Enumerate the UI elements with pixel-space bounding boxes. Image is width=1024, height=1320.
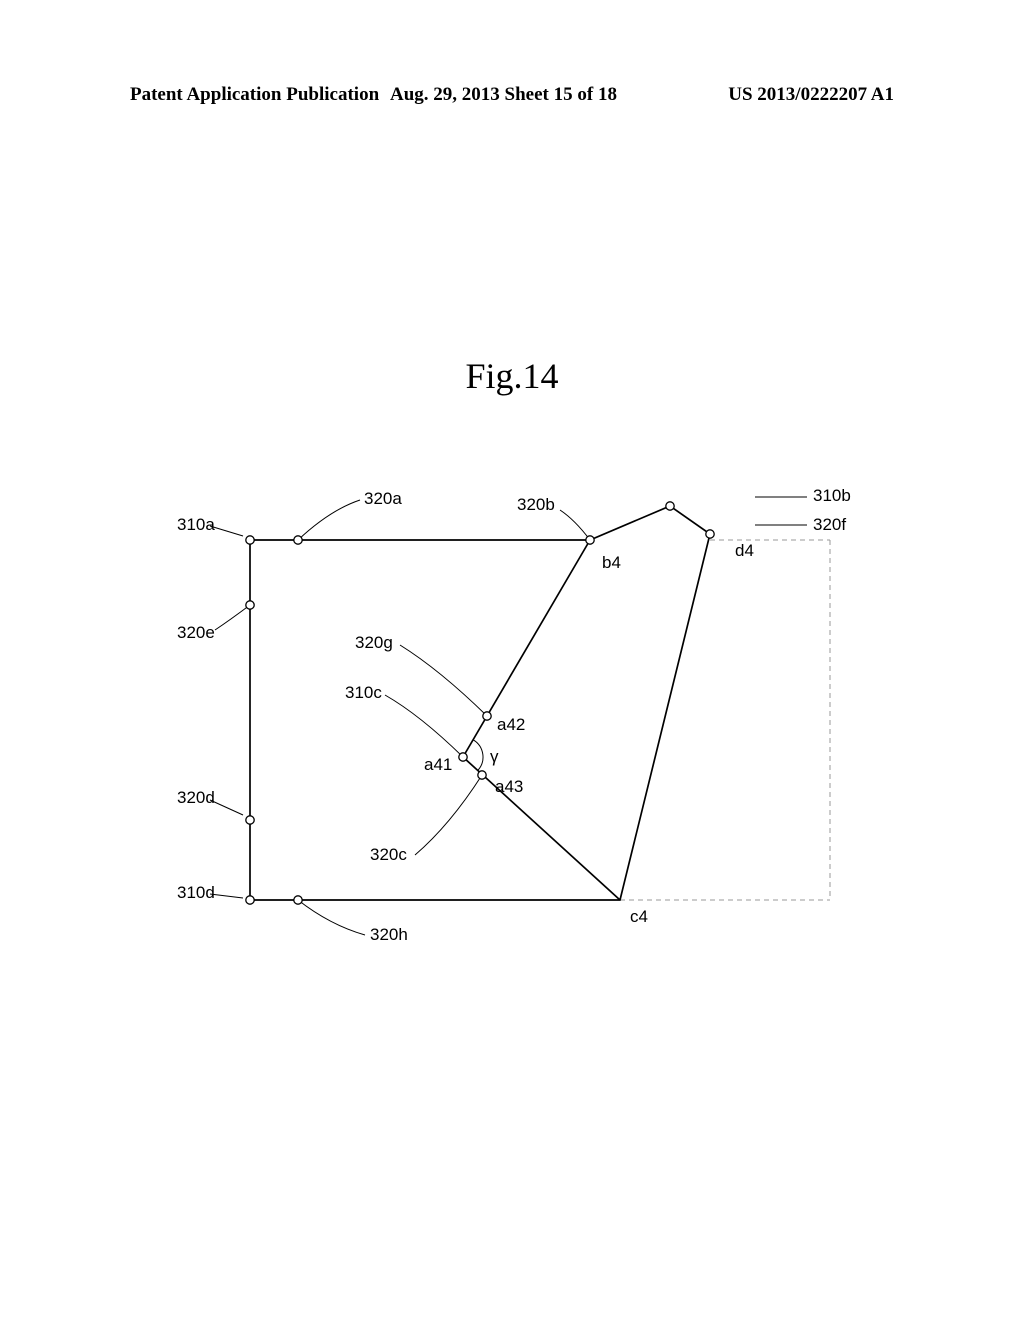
label-ta41: a41 <box>424 755 452 774</box>
label-t320g: 320g <box>355 633 393 652</box>
label-td4: d4 <box>735 541 754 560</box>
label-t310d: 310d <box>177 883 215 902</box>
label-t310c: 310c <box>345 683 382 702</box>
label-t320c: 320c <box>370 845 407 864</box>
label-tgamma: γ <box>490 747 499 766</box>
label-ta43: a43 <box>495 777 523 796</box>
label-tb4: b4 <box>602 553 621 572</box>
label-t320f: 320f <box>813 515 846 534</box>
figure-title: Fig.14 <box>0 355 1024 397</box>
label-t320b: 320b <box>517 495 555 514</box>
diagram-figure: 310a 320a 320b 310b 320f d4 b4 320e 320g 310c a42 a… <box>130 470 910 970</box>
header-left: Patent Application Publication <box>130 84 379 106</box>
label-tc4: c4 <box>630 907 648 926</box>
header-middle: Aug. 29, 2013 Sheet 15 of 18 <box>390 84 617 106</box>
page: Patent Application Publication Aug. 29, … <box>0 0 1024 1320</box>
label-t320d: 320d <box>177 788 215 807</box>
header-right: US 2013/0222207 A1 <box>728 84 894 106</box>
label-t320a: 320a <box>364 489 402 508</box>
label-ta42: a42 <box>497 715 525 734</box>
label-t320e: 320e <box>177 623 215 642</box>
label-t320h: 320h <box>370 925 408 944</box>
label-t310a: 310a <box>177 515 215 534</box>
label-t310b: 310b <box>813 486 851 505</box>
